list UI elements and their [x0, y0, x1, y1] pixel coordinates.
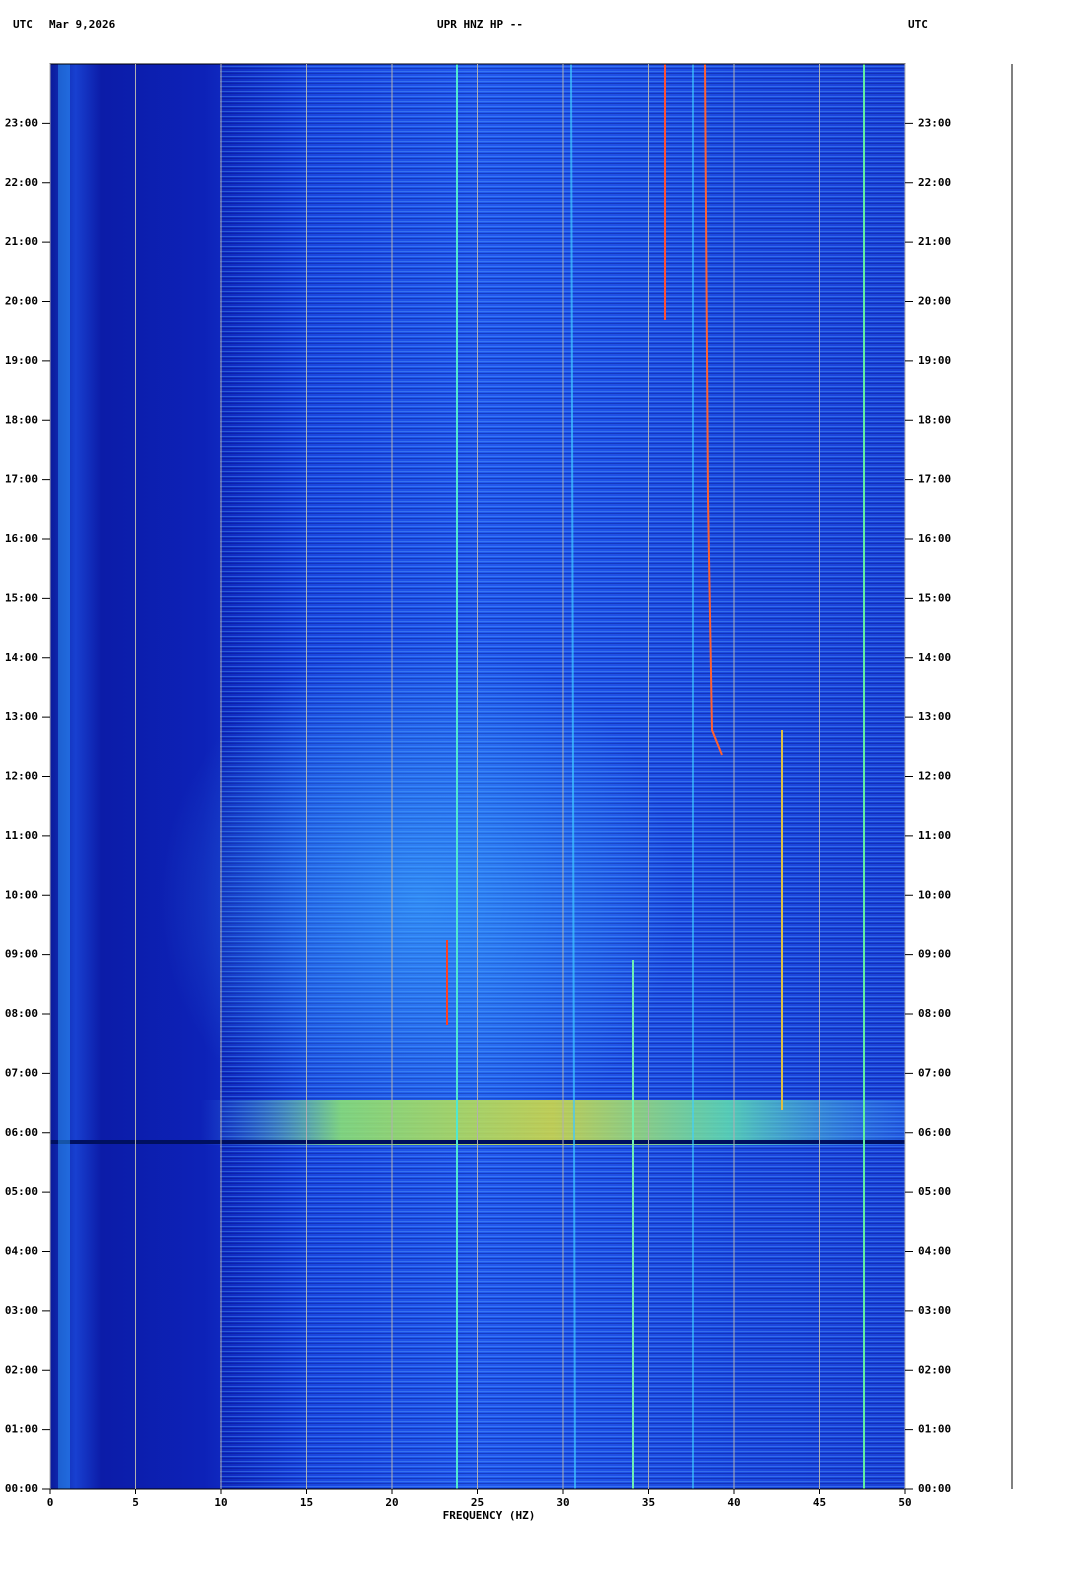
- y-tick-label: 03:00: [5, 1304, 38, 1317]
- y-tick-label: 18:00: [5, 413, 38, 426]
- y-tick-label: 08:00: [5, 1007, 38, 1020]
- y-tick-label: 16:00: [5, 532, 38, 545]
- x-tick-label: 0: [47, 1496, 54, 1509]
- y-tick-label: 05:00: [918, 1185, 951, 1198]
- y-tick-label: 04:00: [918, 1245, 951, 1258]
- y-tick-label: 06:00: [918, 1126, 951, 1139]
- y-tick-label: 00:00: [918, 1482, 951, 1495]
- y-tick-label: 08:00: [918, 1007, 951, 1020]
- y-tick-label: 02:00: [5, 1363, 38, 1376]
- y-tick-label: 07:00: [5, 1066, 38, 1079]
- y-tick-label: 15:00: [918, 591, 951, 604]
- y-tick-label: 20:00: [918, 295, 951, 308]
- y-tick-label: 13:00: [5, 710, 38, 723]
- x-tick-label: 25: [471, 1496, 484, 1509]
- y-tick-label: 12:00: [918, 770, 951, 783]
- timezone-left: UTC: [13, 18, 33, 31]
- x-tick-label: 15: [300, 1496, 313, 1509]
- y-tick-label: 02:00: [918, 1363, 951, 1376]
- date: Mar 9,2026: [49, 18, 116, 31]
- x-tick-label: 45: [813, 1496, 826, 1509]
- y-tick-label: 10:00: [918, 888, 951, 901]
- y-tick-label: 22:00: [918, 176, 951, 189]
- chart-title: UPR HNZ HP --: [437, 18, 523, 31]
- y-tick-label: 05:00: [5, 1185, 38, 1198]
- y-tick-label: 01:00: [918, 1423, 951, 1436]
- x-tick-label: 10: [214, 1496, 227, 1509]
- y-tick-label: 17:00: [918, 473, 951, 486]
- x-tick-label: 50: [898, 1496, 911, 1509]
- y-tick-label: 16:00: [918, 532, 951, 545]
- y-tick-label: 14:00: [5, 651, 38, 664]
- y-tick-label: 07:00: [918, 1066, 951, 1079]
- y-tick-label: 21:00: [918, 235, 951, 248]
- y-tick-label: 21:00: [5, 235, 38, 248]
- x-tick-label: 30: [556, 1496, 569, 1509]
- y-tick-label: 12:00: [5, 770, 38, 783]
- y-tick-label: 04:00: [5, 1245, 38, 1258]
- y-tick-label: 23:00: [918, 116, 951, 129]
- y-tick-label: 15:00: [5, 591, 38, 604]
- y-tick-label: 23:00: [5, 116, 38, 129]
- y-tick-label: 13:00: [918, 710, 951, 723]
- y-tick-label: 00:00: [5, 1482, 38, 1495]
- y-tick-label: 11:00: [5, 829, 38, 842]
- y-tick-label: 01:00: [5, 1423, 38, 1436]
- y-tick-label: 09:00: [918, 948, 951, 961]
- x-tick-label: 5: [132, 1496, 139, 1509]
- y-tick-label: 18:00: [918, 413, 951, 426]
- y-tick-label: 11:00: [918, 829, 951, 842]
- y-tick-label: 14:00: [918, 651, 951, 664]
- x-tick-label: 40: [727, 1496, 740, 1509]
- x-tick-label: 35: [642, 1496, 655, 1509]
- x-tick-label: 20: [385, 1496, 398, 1509]
- y-tick-label: 20:00: [5, 295, 38, 308]
- y-tick-label: 03:00: [918, 1304, 951, 1317]
- y-tick-label: 19:00: [5, 354, 38, 367]
- timezone-right: UTC: [908, 18, 928, 31]
- y-tick-label: 22:00: [5, 176, 38, 189]
- y-tick-label: 09:00: [5, 948, 38, 961]
- x-axis-label: FREQUENCY (HZ): [443, 1509, 536, 1522]
- y-tick-label: 19:00: [918, 354, 951, 367]
- y-tick-label: 17:00: [5, 473, 38, 486]
- y-tick-label: 10:00: [5, 888, 38, 901]
- y-tick-label: 06:00: [5, 1126, 38, 1139]
